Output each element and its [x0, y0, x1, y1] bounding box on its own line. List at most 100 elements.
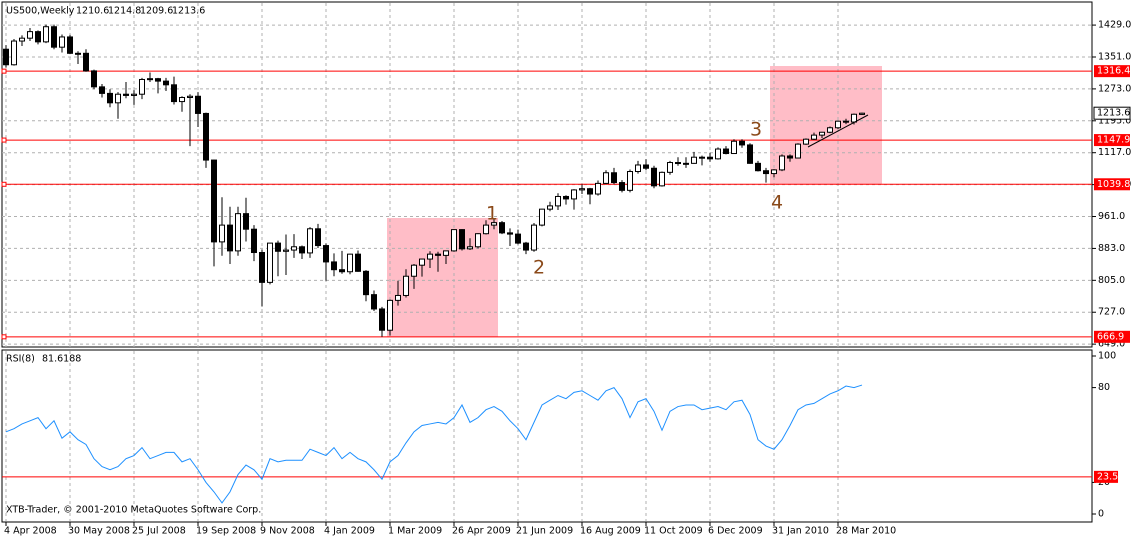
y-tick-label: 649.0 [1098, 339, 1125, 350]
y-tick-label: 1429.0 [1098, 20, 1131, 31]
candle-body [107, 92, 113, 104]
candle-body [275, 242, 281, 252]
candle-body [323, 245, 329, 263]
candle-body [203, 112, 209, 161]
x-tick-label: 21 Jun 2009 [516, 526, 573, 537]
x-tick-label: 26 Apr 2009 [452, 526, 511, 537]
candle-body [819, 131, 825, 136]
candle-body [123, 93, 129, 96]
candle-body [155, 78, 161, 82]
candle-body [251, 228, 257, 254]
x-tick-label: 30 May 2008 [68, 526, 130, 537]
candle-body [59, 36, 65, 48]
y-tick-label: 727.0 [1098, 307, 1125, 318]
candle-body [451, 229, 457, 252]
candle-body [483, 224, 489, 235]
candle-body [139, 78, 145, 95]
candle-body [363, 270, 369, 296]
candle-body [395, 294, 401, 301]
rsi-value: 81.6188 [42, 354, 81, 365]
candle-body [355, 253, 361, 272]
candle-body [51, 26, 57, 48]
candle-body [651, 167, 657, 187]
price-label: 1213.6 [1097, 108, 1130, 119]
candle-body [115, 93, 121, 104]
level-label-box [1094, 65, 1130, 78]
x-tick-label: 11 Oct 2009 [644, 526, 703, 537]
candle-body [739, 140, 745, 146]
candle-body [459, 229, 465, 250]
candle-body [11, 40, 17, 66]
candle-body [339, 269, 345, 273]
candle-body [659, 171, 665, 187]
candle-body [187, 95, 193, 98]
candle-body [419, 258, 425, 266]
candle-body [675, 162, 681, 165]
candle-body [491, 222, 497, 226]
candle-body [603, 172, 609, 184]
candle-body [619, 182, 625, 191]
rsi-tick-label: 100 [1098, 351, 1116, 362]
highlight-box [770, 66, 882, 184]
y-tick-label: 1117.0 [1098, 147, 1131, 158]
wave-label: 2 [533, 257, 545, 279]
candle-body [531, 224, 537, 251]
x-tick-label: 9 Nov 2008 [260, 526, 315, 537]
level-marker [1, 68, 7, 74]
candle-body [371, 294, 377, 310]
candle-body [219, 224, 225, 243]
y-tick-label: 1351.0 [1098, 51, 1131, 62]
open-value: 1210.6 [76, 6, 109, 17]
level-label-box [1094, 470, 1118, 483]
candle-body [611, 172, 617, 184]
x-tick-label: 4 Apr 2008 [4, 526, 57, 537]
candle-body [379, 308, 385, 331]
candle-body [683, 162, 689, 165]
candle-body [427, 253, 433, 260]
level-label: 1316.4 [1097, 66, 1130, 77]
candle-body [835, 120, 841, 129]
x-tick-label: 31 Jan 2010 [772, 526, 829, 537]
copyright: XTB-Trader, © 2001-2010 MetaQuotes Softw… [6, 505, 261, 516]
candle-body [3, 48, 9, 66]
candle-body [163, 80, 169, 86]
level-label: 23.5 [1097, 471, 1118, 482]
candle-body [27, 31, 33, 39]
candle-body [859, 112, 865, 115]
level-label-box [1094, 134, 1130, 147]
x-tick-label: 16 Aug 2009 [580, 526, 641, 537]
rsi-tick-label: 80 [1098, 382, 1110, 393]
candle-body [195, 95, 201, 114]
candle-body [131, 93, 137, 96]
candle-body [235, 213, 241, 252]
high-value: 1214.8 [108, 6, 141, 17]
candle-body [811, 134, 817, 140]
candle-body [267, 242, 273, 283]
candle-body [763, 170, 769, 175]
candle-body [587, 188, 593, 195]
candle-body [755, 162, 761, 172]
level-label: 666.9 [1097, 331, 1124, 342]
candle-body [555, 195, 561, 207]
rsi-line [5, 384, 863, 504]
candle-body [579, 188, 585, 191]
candle-body [443, 250, 449, 256]
candle-body [723, 148, 729, 155]
x-tick-label: 19 Sep 2008 [196, 526, 256, 537]
candle-body [83, 52, 89, 72]
candle-body [635, 164, 641, 173]
candle-body [475, 233, 481, 248]
x-tick-label: 25 Jul 2008 [132, 526, 186, 537]
candle-body [803, 138, 809, 145]
candle-body [627, 171, 633, 191]
candle-body [179, 96, 185, 103]
candle-body [843, 120, 849, 123]
trend-line [807, 114, 869, 148]
y-tick-label: 1273.0 [1098, 83, 1131, 94]
candle-body [827, 127, 833, 133]
candle-body [403, 275, 409, 296]
candle-body [507, 232, 513, 235]
candle-body [595, 182, 601, 195]
level-marker [1, 181, 7, 187]
